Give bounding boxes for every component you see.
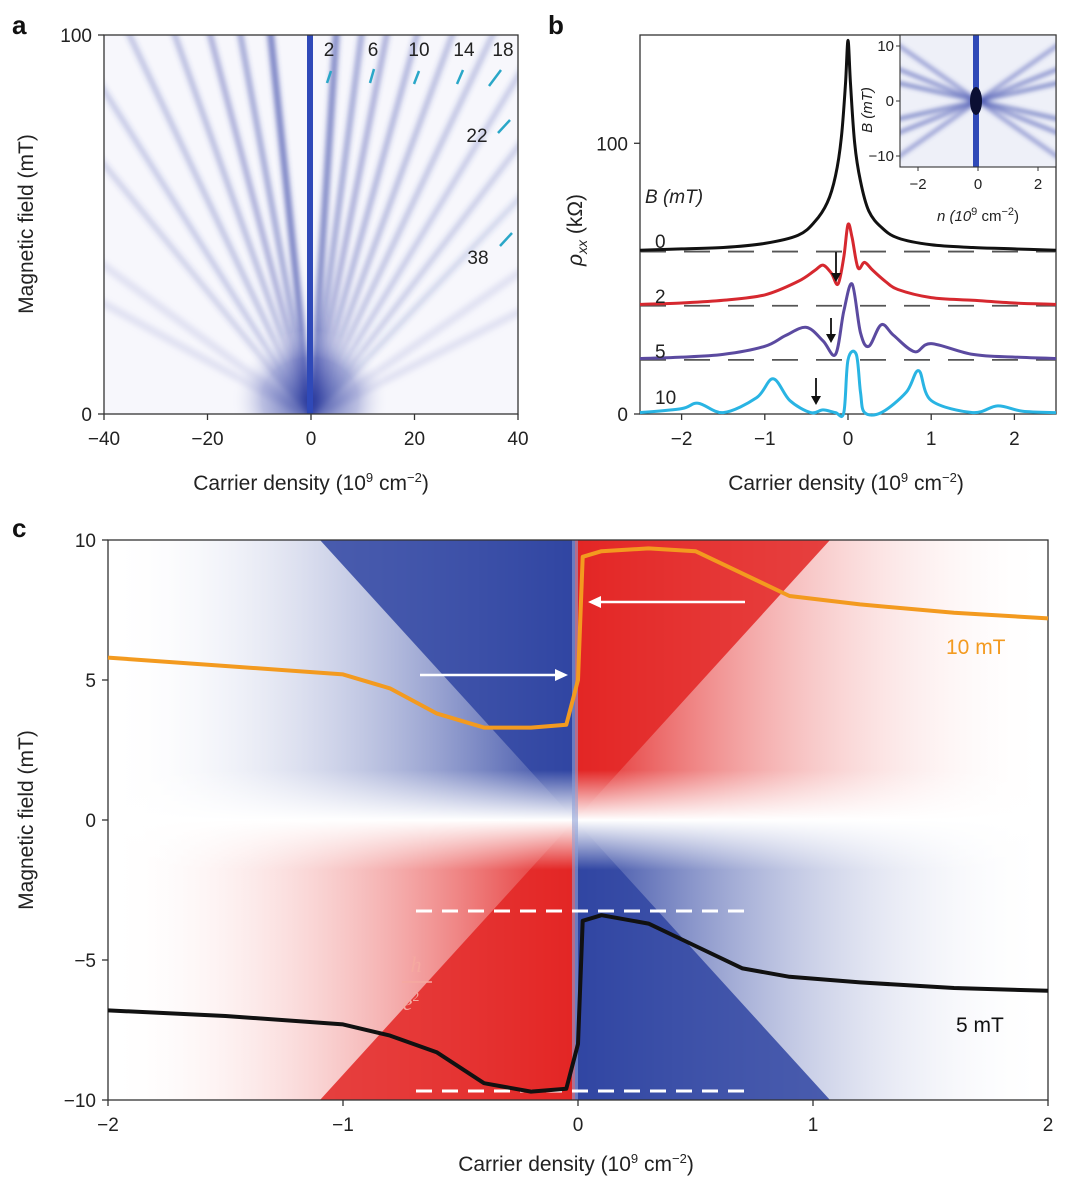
- landau-fan-line: [310, 307, 518, 414]
- panel-b-letter: b: [548, 10, 564, 40]
- panel-b-ytick-label: 100: [596, 134, 628, 155]
- panel-b-inset: −2 0 2 10 0 −10 B (mT) n (109 cm−2): [859, 34, 1057, 225]
- panel-b-ytick-label: 0: [617, 405, 628, 426]
- panel-a-xtick-label: 40: [507, 429, 528, 450]
- curve-label-B10: 10: [655, 388, 676, 409]
- panel-b-xtick-label: −1: [754, 429, 776, 450]
- panel-c-ytick-label: 10: [75, 531, 96, 552]
- panel-c-heatmap: [108, 540, 1048, 1100]
- panel-c-xtick-label: −2: [97, 1115, 119, 1136]
- inset-center-blob: [970, 87, 982, 115]
- landau-fan-line: [104, 299, 313, 414]
- heatmap-neutral-line: [572, 540, 578, 1100]
- panel-a-letter: a: [12, 10, 27, 40]
- curve-label-B2: 2: [655, 287, 666, 308]
- panel-a-xtick-label: 20: [404, 429, 425, 450]
- panel-c-letter: c: [12, 513, 26, 543]
- panel-a-xtick-label: −40: [88, 429, 120, 450]
- panel-c-ylabel: Magnetic field (mT): [15, 730, 38, 910]
- rho-curve-B2: [639, 222, 1057, 306]
- heatmap-top-left-wedge: [320, 540, 575, 820]
- panel-b-arrowhead: [831, 273, 841, 282]
- panel-a-ylabel: Magnetic field (mT): [15, 134, 38, 314]
- filling-factor-marker: [497, 119, 511, 134]
- panel-c-xtick-label: −1: [332, 1115, 354, 1136]
- fraction-denominator: e2: [403, 990, 420, 1015]
- filling-factor-marker: [412, 70, 421, 85]
- filling-factor-label: 38: [467, 248, 488, 269]
- curve-label-B5: 5: [655, 342, 666, 363]
- panel-c-ytick-label: −5: [74, 951, 96, 972]
- hall-curve-10mT: [107, 546, 1049, 730]
- landau-fan-line: [104, 260, 313, 414]
- panel-a-ytick-label: 0: [81, 405, 92, 426]
- heatmap-bottom-left-wedge: [320, 820, 575, 1100]
- arrow-right: [420, 669, 568, 681]
- panel-c-ytick-label: 5: [85, 671, 96, 692]
- filling-factor-marker: [325, 70, 333, 84]
- heatmap-top-right-wedge: [575, 540, 830, 820]
- curve-label-B0: 0: [655, 232, 666, 253]
- panel-c-ytick-label: −10: [64, 1091, 96, 1112]
- hall-curve-5mT: [107, 913, 1049, 1094]
- panel-a-central-line: [307, 35, 313, 414]
- panel-c-xlabel: Carrier density (109 cm−2): [458, 1151, 694, 1176]
- label-10mT: 10 mT: [946, 636, 1006, 659]
- panel-c-ytick-label: 0: [85, 811, 96, 832]
- label-5mT: 5 mT: [956, 1014, 1004, 1037]
- arrow-left: [588, 596, 745, 608]
- panel-b-arrowhead: [811, 396, 821, 405]
- filling-factor-marker: [455, 69, 465, 85]
- filling-factor-marker: [368, 68, 376, 84]
- inset-xlabel: n (109 cm−2): [937, 206, 1019, 225]
- inset-xtick-label: −2: [909, 176, 926, 193]
- panel-a-xlabel: Carrier density (109 cm−2): [193, 470, 429, 495]
- panel-b-xtick-label: 1: [926, 429, 937, 450]
- panel-b-arrowhead: [826, 334, 836, 343]
- inset-ytick-label: 10: [877, 38, 894, 55]
- panel-a: a −40 −20 0 20 40 0 100 2 6 10 14 18 22 38 Magnetic …: [12, 10, 529, 495]
- inset-xtick-label: 2: [1034, 176, 1042, 193]
- landau-fan-line: [309, 268, 518, 414]
- rho-curve-B0: [639, 38, 1057, 252]
- filling-factor-label: 14: [453, 40, 475, 61]
- panel-c-xtick-label: 1: [808, 1115, 819, 1136]
- filling-factor-label: 22: [466, 126, 487, 147]
- panel-a-ytick-label: 100: [60, 26, 92, 47]
- panel-b-legend-title: B (mT): [645, 187, 703, 208]
- inset-xtick-label: 0: [974, 176, 982, 193]
- inset-ytick-label: −10: [869, 148, 894, 165]
- filling-factor-marker: [499, 232, 513, 247]
- landau-fan-line: [311, 196, 518, 414]
- panel-b-xtick-label: 0: [843, 429, 854, 450]
- panel-b-xtick-label: 2: [1009, 429, 1020, 450]
- filling-factor-label: 6: [368, 40, 379, 61]
- panel-c-xtick-label: 2: [1043, 1115, 1054, 1136]
- rho-curve-B5: [639, 282, 1057, 360]
- rho-curve-B10: [639, 349, 1057, 419]
- panel-b-xtick-label: −2: [671, 429, 693, 450]
- panel-b-ylabel: ρxx (kΩ): [564, 194, 590, 267]
- filling-factor-label: 10: [408, 40, 429, 61]
- panel-a-fan: [104, 35, 518, 414]
- panel-b-xlabel: Carrier density (109 cm−2): [728, 470, 964, 495]
- inset-ytick-label: 0: [886, 93, 894, 110]
- filling-factor-label: 2: [324, 40, 335, 61]
- panel-c-xtick-label: 0: [573, 1115, 584, 1136]
- panel-a-xtick-label: −20: [191, 429, 223, 450]
- fraction-numerator: h: [411, 952, 422, 977]
- inset-ylabel: B (mT): [859, 87, 876, 133]
- filling-factor-marker: [488, 69, 502, 87]
- panel-a-xtick-label: 0: [306, 429, 317, 450]
- heatmap-bottom-right-wedge: [575, 820, 830, 1100]
- filling-factor-label: 18: [492, 40, 513, 61]
